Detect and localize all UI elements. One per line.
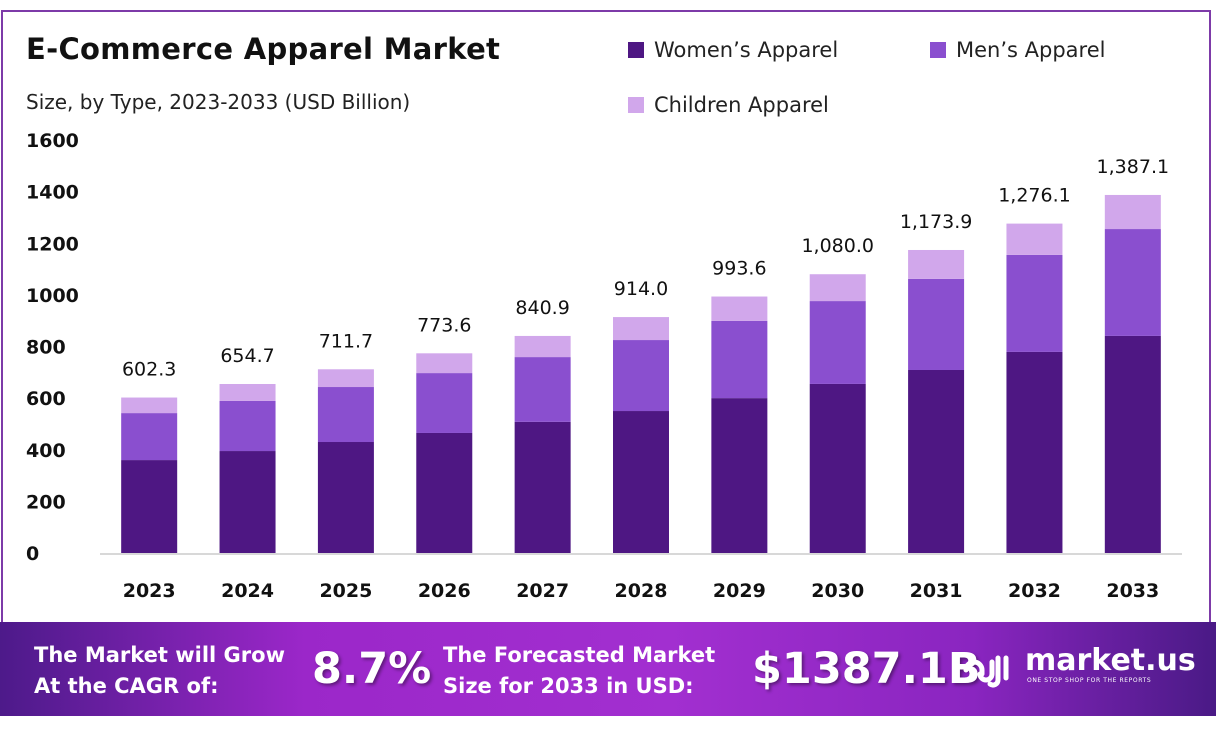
cagr-label: The Market will Grow At the CAGR of: <box>34 640 285 702</box>
y-tick-label: 600 <box>26 388 66 410</box>
bar-total-label: 602.3 <box>122 359 176 381</box>
bar-total-label: 773.6 <box>417 314 471 336</box>
bar-segment-women <box>317 442 374 553</box>
forecast-value: $1387.1B <box>752 644 981 694</box>
bar-segment-women <box>416 432 473 553</box>
y-tick-label: 0 <box>26 543 39 565</box>
y-tick-label: 200 <box>26 491 66 513</box>
stacked-bar-chart: 0 200 400 600 800 1000 1200 1400 1600 602.3 2023 65… <box>26 130 1182 602</box>
bar-segment-men <box>809 301 866 384</box>
bar-segment-men <box>416 373 473 433</box>
x-tick-label: 2029 <box>713 580 766 602</box>
bar-total-label: 993.6 <box>712 258 766 280</box>
x-tick-label: 2032 <box>1008 580 1061 602</box>
legend-swatch-children <box>628 97 644 113</box>
bar-total-label: 914.0 <box>614 278 668 300</box>
bar-segment-women <box>514 421 571 553</box>
legend-children: Children Apparel <box>628 93 829 117</box>
y-tick-label: 1400 <box>26 182 79 204</box>
bar-segment-women <box>121 460 178 553</box>
bar-total-label: 1,276.1 <box>998 185 1071 207</box>
x-tick-label: 2028 <box>615 580 668 602</box>
x-tick-label: 2025 <box>319 580 372 602</box>
legend-label-men: Men’s Apparel <box>956 38 1106 62</box>
y-tick-label: 800 <box>26 337 66 359</box>
y-tick-label: 1000 <box>26 285 79 307</box>
chart-title: E-Commerce Apparel Market <box>26 32 501 66</box>
legend-women: Women’s Apparel <box>628 38 838 62</box>
legend-label-children: Children Apparel <box>654 93 829 117</box>
bar-segment-children <box>416 353 473 374</box>
bar-segment-women <box>1104 335 1161 553</box>
summary-banner <box>0 622 1216 716</box>
bar-segment-men <box>711 320 768 399</box>
bar-segment-children <box>514 335 571 358</box>
bar-segment-women <box>711 398 768 553</box>
bar-segment-children <box>711 296 768 321</box>
y-tick-label: 1200 <box>26 233 79 255</box>
forecast-label: The Forecasted Market Size for 2033 in U… <box>443 640 715 702</box>
chart-frame <box>1 10 1211 710</box>
x-tick-label: 2030 <box>811 580 864 602</box>
y-tick-label: 400 <box>26 440 66 462</box>
bar-segment-women <box>219 451 276 553</box>
bar-total-label: 654.7 <box>220 345 274 367</box>
legend-label-women: Women’s Apparel <box>654 38 839 62</box>
bar-total-label: 840.9 <box>515 297 569 319</box>
brand-tagline: ONE STOP SHOP FOR THE REPORTS <box>1027 677 1152 684</box>
bar-segment-children <box>121 397 178 414</box>
market-us-logo-icon <box>963 655 1009 688</box>
legend-swatch-women <box>628 42 644 58</box>
bar-segment-men <box>219 400 276 452</box>
y-tick-label: 1600 <box>26 130 79 152</box>
bar-total-label: 711.7 <box>319 330 373 352</box>
bar-segment-men <box>317 387 374 443</box>
x-tick-label: 2027 <box>516 580 569 602</box>
x-tick-label: 2026 <box>418 580 471 602</box>
forecast-label-line2: Size for 2033 in USD: <box>443 674 694 698</box>
bar-total-label: 1,387.1 <box>1097 156 1170 178</box>
bar-segment-children <box>908 249 965 279</box>
bar-segment-children <box>317 369 374 388</box>
cagr-value: 8.7% <box>312 644 432 694</box>
bar-segment-children <box>1104 194 1161 230</box>
bar-segment-children <box>219 384 276 401</box>
bar-segment-children <box>613 317 669 341</box>
x-tick-label: 2023 <box>123 580 176 602</box>
bar-total-label: 1,080.0 <box>801 235 874 257</box>
bar-segment-children <box>1006 223 1063 255</box>
bar-segment-children <box>809 274 866 302</box>
bar-segment-men <box>908 278 965 370</box>
bar-segment-men <box>121 413 178 461</box>
bar-segment-women <box>1006 351 1063 553</box>
x-tick-label: 2024 <box>221 580 274 602</box>
legend-men: Men’s Apparel <box>930 38 1105 62</box>
x-tick-label: 2031 <box>910 580 963 602</box>
bar-segment-men <box>514 357 571 422</box>
bar-segment-men <box>1104 229 1161 336</box>
bar-segment-women <box>613 411 669 553</box>
forecast-label-line1: The Forecasted Market <box>443 643 716 667</box>
brand-name: market.us <box>1025 643 1196 678</box>
bar-segment-women <box>809 383 866 553</box>
bar-segment-women <box>908 369 965 553</box>
chart-subtitle: Size, by Type, 2023-2033 (USD Billion) <box>26 90 411 114</box>
bar-segment-men <box>1006 254 1063 352</box>
bar-segment-men <box>613 340 669 412</box>
x-tick-label: 2033 <box>1106 580 1159 602</box>
bar-total-label: 1,173.9 <box>900 211 973 233</box>
cagr-label-line2: At the CAGR of: <box>34 674 219 698</box>
legend-swatch-men <box>930 42 946 58</box>
cagr-label-line1: The Market will Grow <box>34 643 285 667</box>
